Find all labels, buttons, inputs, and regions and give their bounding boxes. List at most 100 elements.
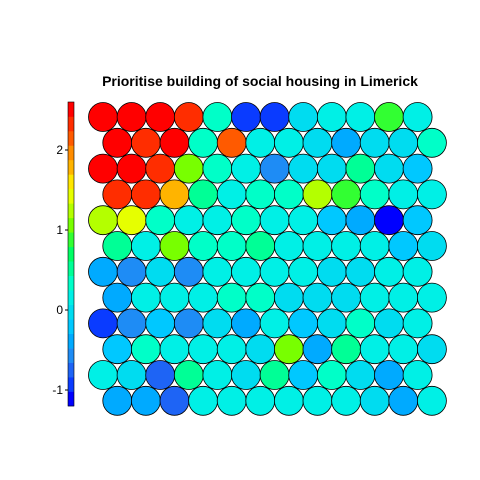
legend-color-segment — [68, 333, 74, 349]
heatmap-cell — [402, 308, 433, 339]
heatmap-cell — [216, 231, 247, 261]
heatmap-cell — [88, 205, 118, 236]
heatmap-cell — [302, 334, 333, 365]
heatmap-cell — [288, 153, 319, 184]
heatmap-cell — [188, 385, 219, 416]
legend-color-segment — [68, 362, 74, 378]
heatmap-cell — [245, 231, 276, 261]
legend-color-segment — [68, 188, 74, 204]
heatmap-cell — [402, 360, 433, 390]
heatmap-cell — [173, 360, 204, 390]
legend-color-segment — [68, 203, 74, 219]
heatmap-cell — [188, 179, 219, 210]
heatmap-cell — [231, 256, 261, 287]
heatmap-cell — [388, 179, 419, 210]
heatmap-cell — [374, 360, 404, 390]
heatmap-cell — [188, 334, 219, 365]
heatmap-cell — [402, 205, 433, 236]
heatmap-cell — [159, 231, 190, 261]
heatmap-cell — [145, 153, 176, 184]
heatmap-cell — [145, 205, 176, 236]
heatmap-cell — [159, 385, 190, 416]
heatmap-cell — [159, 334, 190, 365]
heatmap-cell — [259, 102, 290, 132]
heatmap-cell — [302, 231, 333, 261]
heatmap-cell — [88, 308, 118, 339]
heatmap-cell — [273, 282, 304, 313]
heatmap-cell — [359, 179, 390, 210]
heatmap-cell — [388, 385, 419, 416]
heatmap-cell — [202, 153, 233, 184]
heatmap-cell — [316, 205, 347, 236]
heatmap-cell — [416, 282, 447, 313]
legend-color-segment — [68, 116, 74, 132]
heatmap-cell — [316, 308, 347, 339]
heatmap-cell — [188, 127, 219, 158]
legend-color-segment — [68, 159, 74, 175]
heatmap-cell — [173, 256, 204, 287]
heatmap-cell — [88, 153, 118, 184]
legend-color-segment — [68, 261, 74, 277]
heatmap-cell — [316, 360, 347, 390]
heatmap-cell — [231, 102, 261, 132]
heatmap-cells — [88, 102, 447, 416]
heatmap-cell — [102, 282, 133, 313]
legend-color-segment — [68, 319, 74, 334]
heatmap-cell — [388, 127, 419, 158]
heatmap-cell — [202, 256, 233, 287]
heatmap-cell — [302, 179, 333, 210]
legend-color-segment — [68, 130, 74, 146]
heatmap-cell — [273, 334, 304, 365]
heatmap-cell — [116, 256, 147, 287]
heatmap-cell — [88, 256, 118, 287]
heatmap-cell — [259, 153, 290, 184]
legend-color-segment — [68, 102, 74, 117]
legend-color-segment — [68, 232, 74, 248]
heatmap-cell — [188, 282, 219, 313]
heatmap-cell — [273, 385, 304, 416]
heatmap-cell — [216, 282, 247, 313]
heatmap-cell — [202, 360, 233, 390]
heatmap-cell — [331, 127, 362, 158]
heatmap-cell — [245, 334, 276, 365]
heatmap-cell — [188, 231, 219, 261]
legend-color-segment — [68, 348, 74, 363]
heatmap-cell — [130, 282, 161, 313]
heatmap-cell — [416, 334, 447, 365]
heatmap-cell — [273, 179, 304, 210]
heatmap-cell — [331, 179, 362, 210]
heatmap-cell — [245, 282, 276, 313]
heatmap-cell — [145, 102, 176, 132]
legend-tick-label: 2 — [56, 143, 63, 157]
heatmap-cell — [216, 127, 247, 158]
heatmap-cell — [216, 334, 247, 365]
heatmap-cell — [130, 127, 161, 158]
heatmap-cell — [216, 385, 247, 416]
heatmap-cell — [116, 153, 147, 184]
heatmap-cell — [102, 385, 133, 416]
heatmap-cell — [331, 282, 362, 313]
heatmap-cell — [231, 360, 261, 390]
heatmap-cell — [288, 308, 319, 339]
heatmap-cell — [288, 360, 319, 390]
heatmap-cell — [145, 308, 176, 339]
heatmap-cell — [216, 179, 247, 210]
heatmap-cell — [245, 127, 276, 158]
heatmap-cell — [416, 127, 447, 158]
heatmap-cell — [88, 360, 118, 390]
heatmap-cell — [159, 179, 190, 210]
heatmap-cell — [259, 205, 290, 236]
heatmap-cell — [345, 360, 376, 390]
heatmap-cell — [331, 231, 362, 261]
heatmap-cell — [231, 153, 261, 184]
heatmap-cell — [245, 179, 276, 210]
heatmap-cell — [116, 360, 147, 390]
heatmap-cell — [259, 360, 290, 390]
heatmap-cell — [245, 385, 276, 416]
heatmap-cell — [302, 385, 333, 416]
heatmap-cell — [88, 102, 118, 132]
heatmap-cell — [159, 127, 190, 158]
heatmap-cell — [345, 308, 376, 339]
legend-color-segment — [68, 290, 74, 305]
